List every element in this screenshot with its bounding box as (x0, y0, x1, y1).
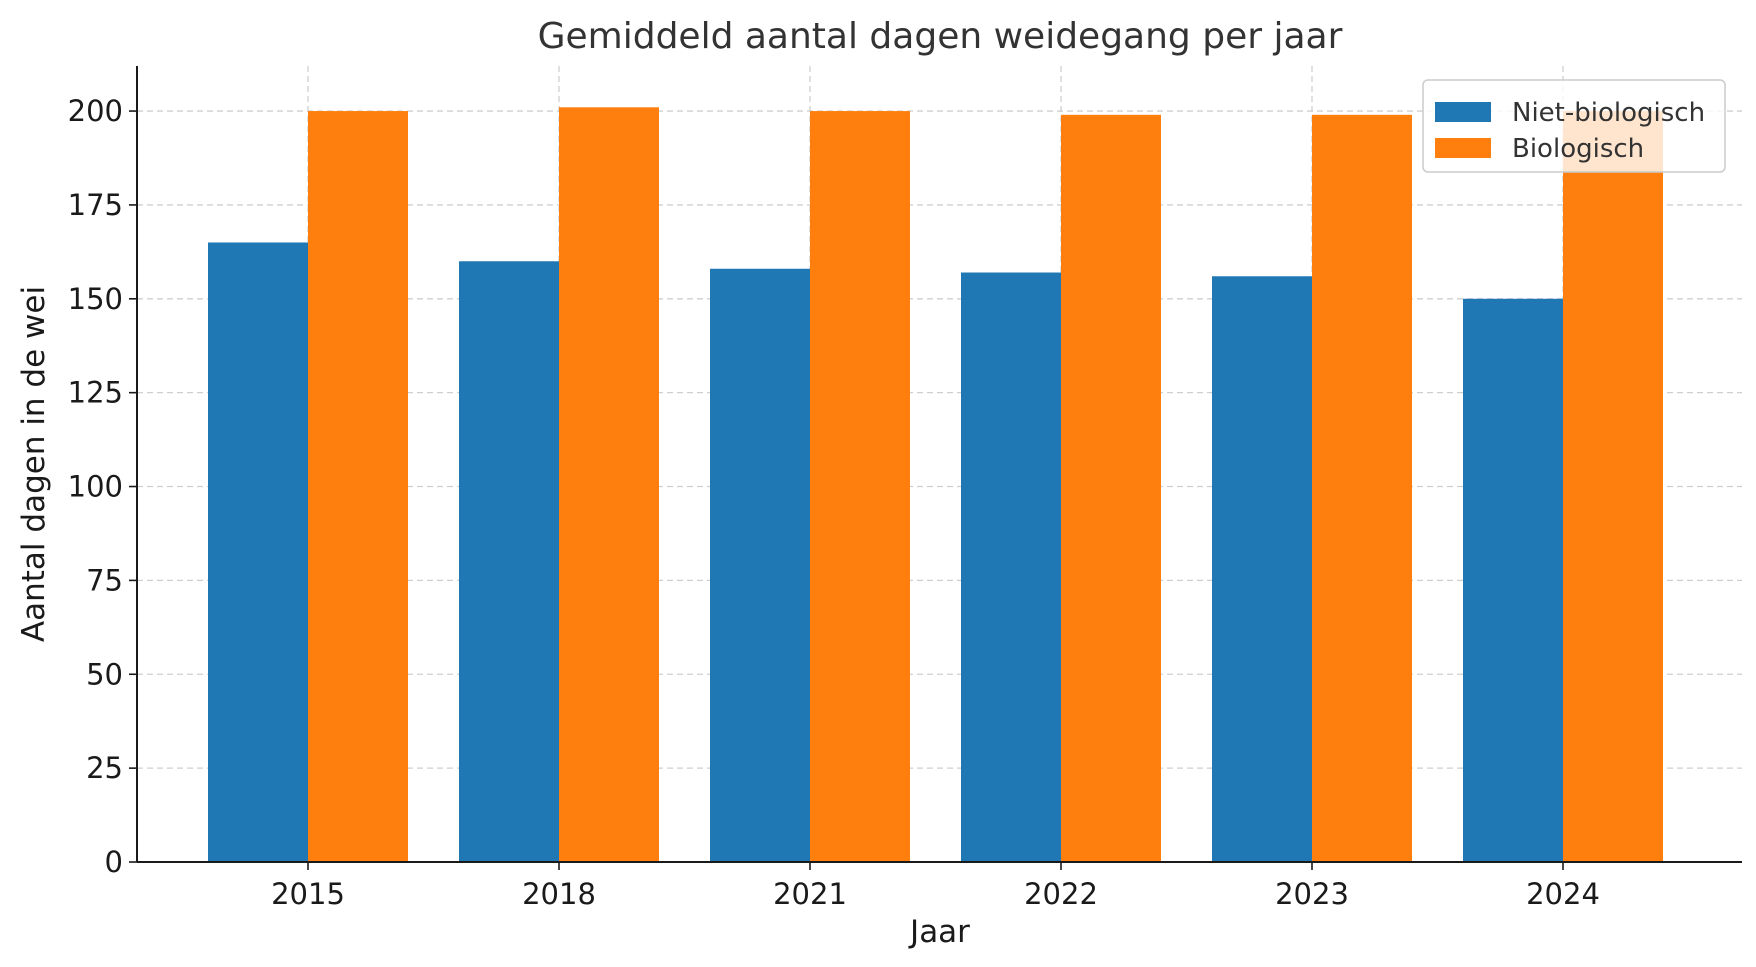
legend-swatch (1435, 102, 1491, 122)
x-axis-ticks: 2015 2018 2021 2022 2023 2024 (271, 862, 1600, 911)
y-tick-label: 200 (68, 94, 123, 128)
legend-label: Niet-biologisch (1512, 98, 1705, 128)
legend-label: Biologisch (1512, 134, 1644, 164)
x-tick-label: 2022 (1024, 877, 1098, 911)
bar-niet-biologisch-2021 (710, 268, 810, 862)
legend-swatch (1435, 138, 1491, 158)
axes (136, 66, 1742, 863)
bar-biologisch-2022 (1061, 114, 1161, 862)
bar-biologisch-2018 (559, 107, 659, 863)
chart-title: Gemiddeld aantal dagen weidegang per jaa… (538, 16, 1343, 57)
bar-niet-biologisch-2024 (1463, 298, 1563, 862)
bar-biologisch-2023 (1312, 114, 1412, 862)
legend: Niet-biologisch Biologisch (1422, 79, 1726, 173)
x-tick-label: 2015 (271, 877, 345, 911)
bar-niet-biologisch-2015 (208, 242, 308, 863)
bar-niet-biologisch-2018 (459, 261, 559, 863)
y-tick-label: 25 (86, 751, 123, 785)
x-tick-label: 2024 (1526, 877, 1600, 911)
x-tick-label: 2021 (773, 877, 847, 911)
bar-niet-biologisch-2022 (961, 272, 1061, 863)
y-tick-label: 75 (86, 563, 123, 597)
bars (208, 107, 1663, 863)
y-tick-label: 125 (68, 376, 123, 410)
x-axis-label: Jaar (908, 914, 970, 950)
y-axis-label: Aantal dagen in de wei (16, 286, 52, 642)
y-tick-label: 150 (68, 282, 123, 316)
x-tick-label: 2018 (522, 877, 596, 911)
y-tick-label: 175 (68, 188, 123, 222)
y-tick-label: 100 (68, 470, 123, 504)
legend-frame (1422, 79, 1726, 173)
y-axis-ticks: 0 25 50 75 100 125 150 175 200 (68, 94, 137, 879)
y-tick-label: 50 (86, 657, 123, 691)
bar-biologisch-2021 (810, 111, 910, 863)
bar-biologisch-2015 (308, 111, 408, 863)
bar-niet-biologisch-2023 (1212, 276, 1312, 862)
y-tick-label: 0 (105, 845, 123, 879)
bar-biologisch-2024 (1563, 111, 1663, 863)
x-tick-label: 2023 (1275, 877, 1349, 911)
